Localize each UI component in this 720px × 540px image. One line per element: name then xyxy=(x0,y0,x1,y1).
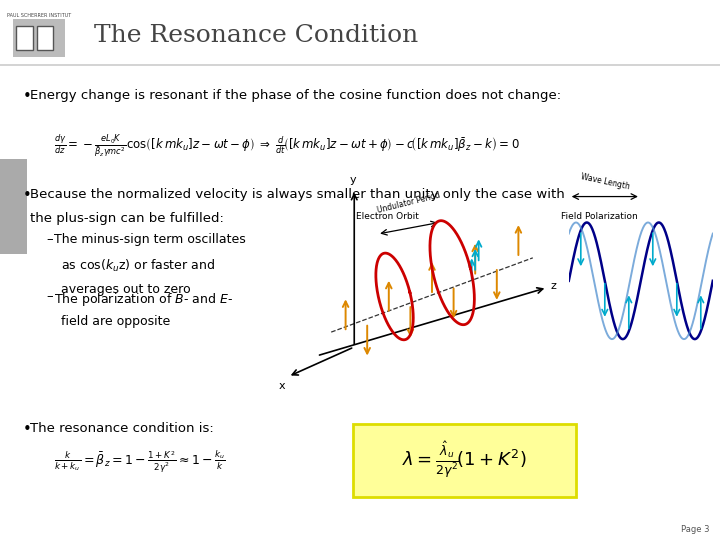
Text: •: • xyxy=(23,89,32,104)
Text: y: y xyxy=(349,175,356,185)
Text: The Resonance Condition: The Resonance Condition xyxy=(94,24,418,46)
Text: The polarization of $B$- and $E$-: The polarization of $B$- and $E$- xyxy=(54,291,233,307)
Text: Field Polarization: Field Polarization xyxy=(562,212,638,221)
Text: Electron Orbit: Electron Orbit xyxy=(356,212,419,221)
Text: as cos($k_u$z) or faster and: as cos($k_u$z) or faster and xyxy=(61,258,215,274)
Text: Wave Length: Wave Length xyxy=(580,173,630,192)
Text: PAUL SCHERRER INSTITUT: PAUL SCHERRER INSTITUT xyxy=(6,13,71,18)
Text: z: z xyxy=(550,281,556,291)
Text: Page 3: Page 3 xyxy=(680,524,709,534)
Text: $\lambda = \frac{\hat{\lambda}_u}{2\gamma^2}\!\left(1+K^2\right)$: $\lambda = \frac{\hat{\lambda}_u}{2\gamm… xyxy=(402,440,526,481)
Bar xyxy=(13,19,65,57)
Text: $\frac{k}{k+k_u} = \bar{\beta}_z = 1 - \frac{1+K^2}{2\gamma^2} \approx 1 - \frac: $\frac{k}{k+k_u} = \bar{\beta}_z = 1 - \… xyxy=(54,449,226,475)
Text: x: x xyxy=(279,381,286,391)
Text: the plus-sign can be fulfilled:: the plus-sign can be fulfilled: xyxy=(30,212,224,225)
Text: –: – xyxy=(47,291,53,303)
Text: •: • xyxy=(23,188,32,203)
Bar xyxy=(16,26,32,50)
Text: Because the normalized velocity is always smaller than unity only the case with: Because the normalized velocity is alway… xyxy=(30,188,565,201)
Text: –: – xyxy=(47,233,53,246)
Bar xyxy=(37,26,53,50)
Text: The resonance condition is:: The resonance condition is: xyxy=(30,422,214,435)
Text: Undulator Period: Undulator Period xyxy=(377,191,441,215)
Text: $\frac{d\gamma}{dz} = -\frac{eL_0K}{\bar{\beta}_z \gamma mc^2}\cos\!\left(\left[: $\frac{d\gamma}{dz} = -\frac{eL_0K}{\bar… xyxy=(54,132,520,159)
Bar xyxy=(353,424,576,497)
Bar xyxy=(0,159,27,254)
Text: Energy change is resonant if the phase of the cosine function does not change:: Energy change is resonant if the phase o… xyxy=(30,89,562,102)
Text: averages out to zero: averages out to zero xyxy=(61,283,191,296)
Text: The minus-sign term oscillates: The minus-sign term oscillates xyxy=(54,233,246,246)
Text: •: • xyxy=(23,422,32,437)
Text: field are opposite: field are opposite xyxy=(61,315,171,328)
